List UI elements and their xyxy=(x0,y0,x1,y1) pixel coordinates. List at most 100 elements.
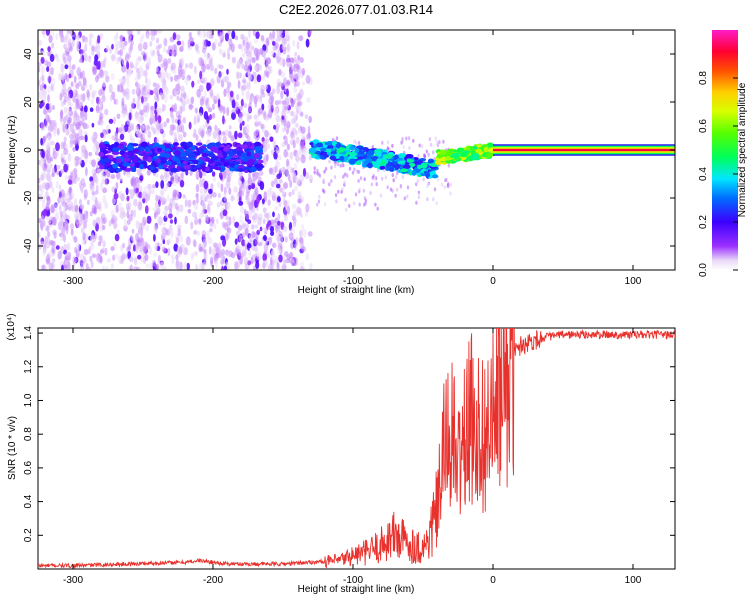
noise-speck xyxy=(226,266,230,270)
noise-speck xyxy=(51,258,56,263)
noise-speck xyxy=(292,56,298,63)
noise-speck xyxy=(80,178,85,186)
noise-speck xyxy=(283,125,288,131)
noise-speck xyxy=(317,199,321,204)
noise-speck xyxy=(55,149,59,158)
noise-speck xyxy=(116,113,121,120)
noise-speck xyxy=(427,152,430,157)
noise-speck xyxy=(120,193,125,202)
noise-speck xyxy=(58,221,62,231)
carrier-blob xyxy=(211,156,218,161)
noise-speck xyxy=(195,183,200,193)
noise-speck xyxy=(302,167,307,177)
noise-speck xyxy=(232,215,236,224)
noise-speck xyxy=(300,111,304,117)
noise-speck xyxy=(98,89,103,96)
noise-speck xyxy=(282,263,287,270)
noise-speck xyxy=(299,88,304,98)
noise-speck xyxy=(62,52,66,61)
noise-speck xyxy=(258,170,264,176)
noise-speck xyxy=(277,32,283,42)
noise-speck xyxy=(298,35,304,42)
colorbar-tick-label: 0.2 xyxy=(698,215,709,229)
noise-speck xyxy=(191,80,195,88)
x-tick-label: 100 xyxy=(625,276,642,287)
noise-speck xyxy=(63,163,68,173)
carrier-blob xyxy=(130,168,137,173)
noise-speck xyxy=(50,204,55,214)
noise-speck xyxy=(241,52,246,58)
noise-speck xyxy=(121,64,127,73)
noise-speck xyxy=(40,241,45,247)
noise-speck xyxy=(210,260,214,268)
noise-speck xyxy=(248,248,252,258)
noise-speck xyxy=(47,217,52,225)
noise-speck xyxy=(166,73,172,80)
noise-speck xyxy=(406,194,409,199)
noise-speck xyxy=(146,263,149,269)
noise-speck xyxy=(133,266,138,270)
carrier-blob xyxy=(436,153,443,159)
noise-speck xyxy=(337,162,340,167)
noise-speck xyxy=(130,135,134,142)
carrier-blob xyxy=(148,165,155,171)
noise-speck xyxy=(44,163,48,169)
noise-speck xyxy=(226,106,230,116)
noise-speck xyxy=(195,263,199,270)
noise-speck xyxy=(50,83,54,91)
noise-speck xyxy=(275,232,279,241)
noise-speck xyxy=(214,38,218,45)
noise-speck xyxy=(195,134,199,142)
carrier-blob xyxy=(385,154,393,160)
noise-speck xyxy=(93,206,98,215)
noise-speck xyxy=(262,227,266,233)
noise-speck xyxy=(144,205,149,214)
noise-speck xyxy=(38,61,42,68)
noise-speck xyxy=(87,199,90,206)
noise-speck xyxy=(269,96,275,101)
carrier-blob xyxy=(398,153,405,159)
noise-speck xyxy=(285,101,290,108)
noise-speck xyxy=(341,187,344,191)
noise-speck xyxy=(259,95,263,104)
noise-speck xyxy=(130,177,134,187)
noise-speck xyxy=(301,246,306,253)
noise-speck xyxy=(119,133,125,141)
noise-speck xyxy=(301,223,304,231)
noise-speck xyxy=(64,174,68,181)
noise-speck xyxy=(157,125,161,134)
noise-speck xyxy=(79,253,85,261)
noise-speck xyxy=(119,48,124,57)
noise-speck xyxy=(129,124,133,132)
noise-speck xyxy=(305,74,311,84)
noise-speck xyxy=(143,105,148,113)
noise-speck xyxy=(275,225,279,234)
noise-speck xyxy=(154,242,158,252)
noise-speck xyxy=(102,240,106,248)
noise-speck xyxy=(78,198,83,206)
noise-speck xyxy=(126,195,130,202)
noise-speck xyxy=(290,237,295,242)
noise-speck xyxy=(305,203,310,213)
noise-speck xyxy=(417,195,420,200)
noise-speck xyxy=(80,184,84,194)
noise-speck xyxy=(49,162,53,170)
noise-speck xyxy=(105,75,110,83)
noise-speck xyxy=(60,246,64,254)
noise-speck xyxy=(180,57,185,67)
spectrogram-x-axis-label: Height of straight line (km) xyxy=(298,285,415,296)
noise-speck xyxy=(125,187,129,196)
noise-speck xyxy=(115,32,119,40)
noise-speck xyxy=(422,177,425,182)
noise-speck xyxy=(280,90,284,100)
noise-speck xyxy=(277,226,281,232)
noise-speck xyxy=(381,140,384,145)
spectrogram-heatmap xyxy=(38,30,675,270)
noise-speck xyxy=(63,116,67,125)
carrier-blob xyxy=(161,164,168,168)
noise-speck xyxy=(323,169,326,174)
noise-speck xyxy=(46,147,51,157)
carrier-blob xyxy=(420,162,428,169)
noise-speck xyxy=(291,203,297,210)
noise-speck xyxy=(161,196,166,203)
